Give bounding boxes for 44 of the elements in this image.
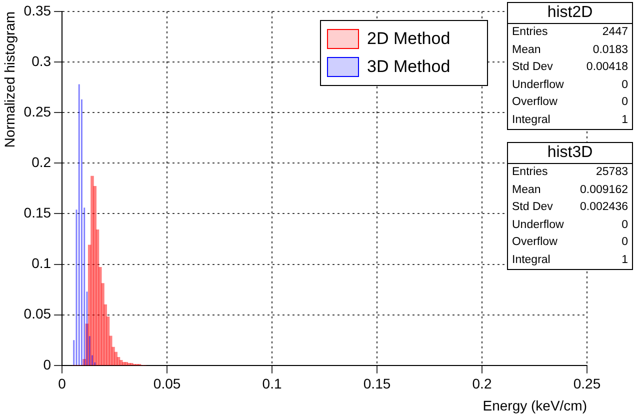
y-tick-label: 0.05 xyxy=(24,306,52,322)
annotation: Overflow xyxy=(512,95,558,110)
y-tick-label: 0 xyxy=(43,356,52,372)
y-tick-label: 0.1 xyxy=(32,255,52,272)
annotation: 0.00418 xyxy=(586,60,628,75)
text: 0 xyxy=(622,95,628,110)
annotation: Integral xyxy=(512,252,550,268)
x-tick-label: 0 xyxy=(58,376,66,392)
legend-label: 2D Method xyxy=(367,29,450,49)
y-tick-label: 0.25 xyxy=(24,103,52,120)
x-axis-title: Energy (keV/cm) xyxy=(482,397,587,414)
annotation: 0.002436 xyxy=(580,200,628,215)
y-tick-label: 0.3 xyxy=(32,52,52,69)
x-tick-label: 0.05 xyxy=(153,376,181,392)
annotation: Std Dev xyxy=(512,60,553,75)
text: 0 xyxy=(622,218,628,232)
y-axis-title: Normalized histogram xyxy=(1,11,18,148)
annotation: Mean xyxy=(512,42,541,58)
annotation: Mean xyxy=(512,182,541,198)
annotation: 0.009162 xyxy=(580,182,628,198)
text: 25783 xyxy=(596,165,628,180)
annotation: Underflow xyxy=(512,78,564,92)
text: 1 xyxy=(622,112,628,128)
text: 0 xyxy=(622,78,628,92)
text: 1 xyxy=(622,252,628,268)
y-tick-label: 0.35 xyxy=(24,2,52,18)
annotation: Entries xyxy=(512,25,548,40)
text: 2447 xyxy=(602,25,628,40)
annotation: hist3D xyxy=(508,143,632,164)
text: 0.0183 xyxy=(592,42,628,58)
annotation: Entries xyxy=(512,165,548,180)
annotation: Overflow xyxy=(512,235,558,250)
annotation: Std Dev xyxy=(512,200,553,215)
annotation: hist2D xyxy=(508,3,632,24)
annotation: Integral xyxy=(512,112,550,128)
annotation: Underflow xyxy=(512,218,564,232)
x-tick-label: 0.15 xyxy=(363,376,391,392)
y-tick-label: 0.2 xyxy=(32,154,52,170)
x-tick-label: 0.25 xyxy=(573,376,601,392)
x-tick-label: 0.1 xyxy=(262,376,282,392)
x-tick-label: 0.2 xyxy=(472,376,492,392)
text: 0 xyxy=(622,235,628,250)
legend-label: 3D Method xyxy=(367,57,450,77)
y-tick-label: 0.15 xyxy=(24,204,52,221)
